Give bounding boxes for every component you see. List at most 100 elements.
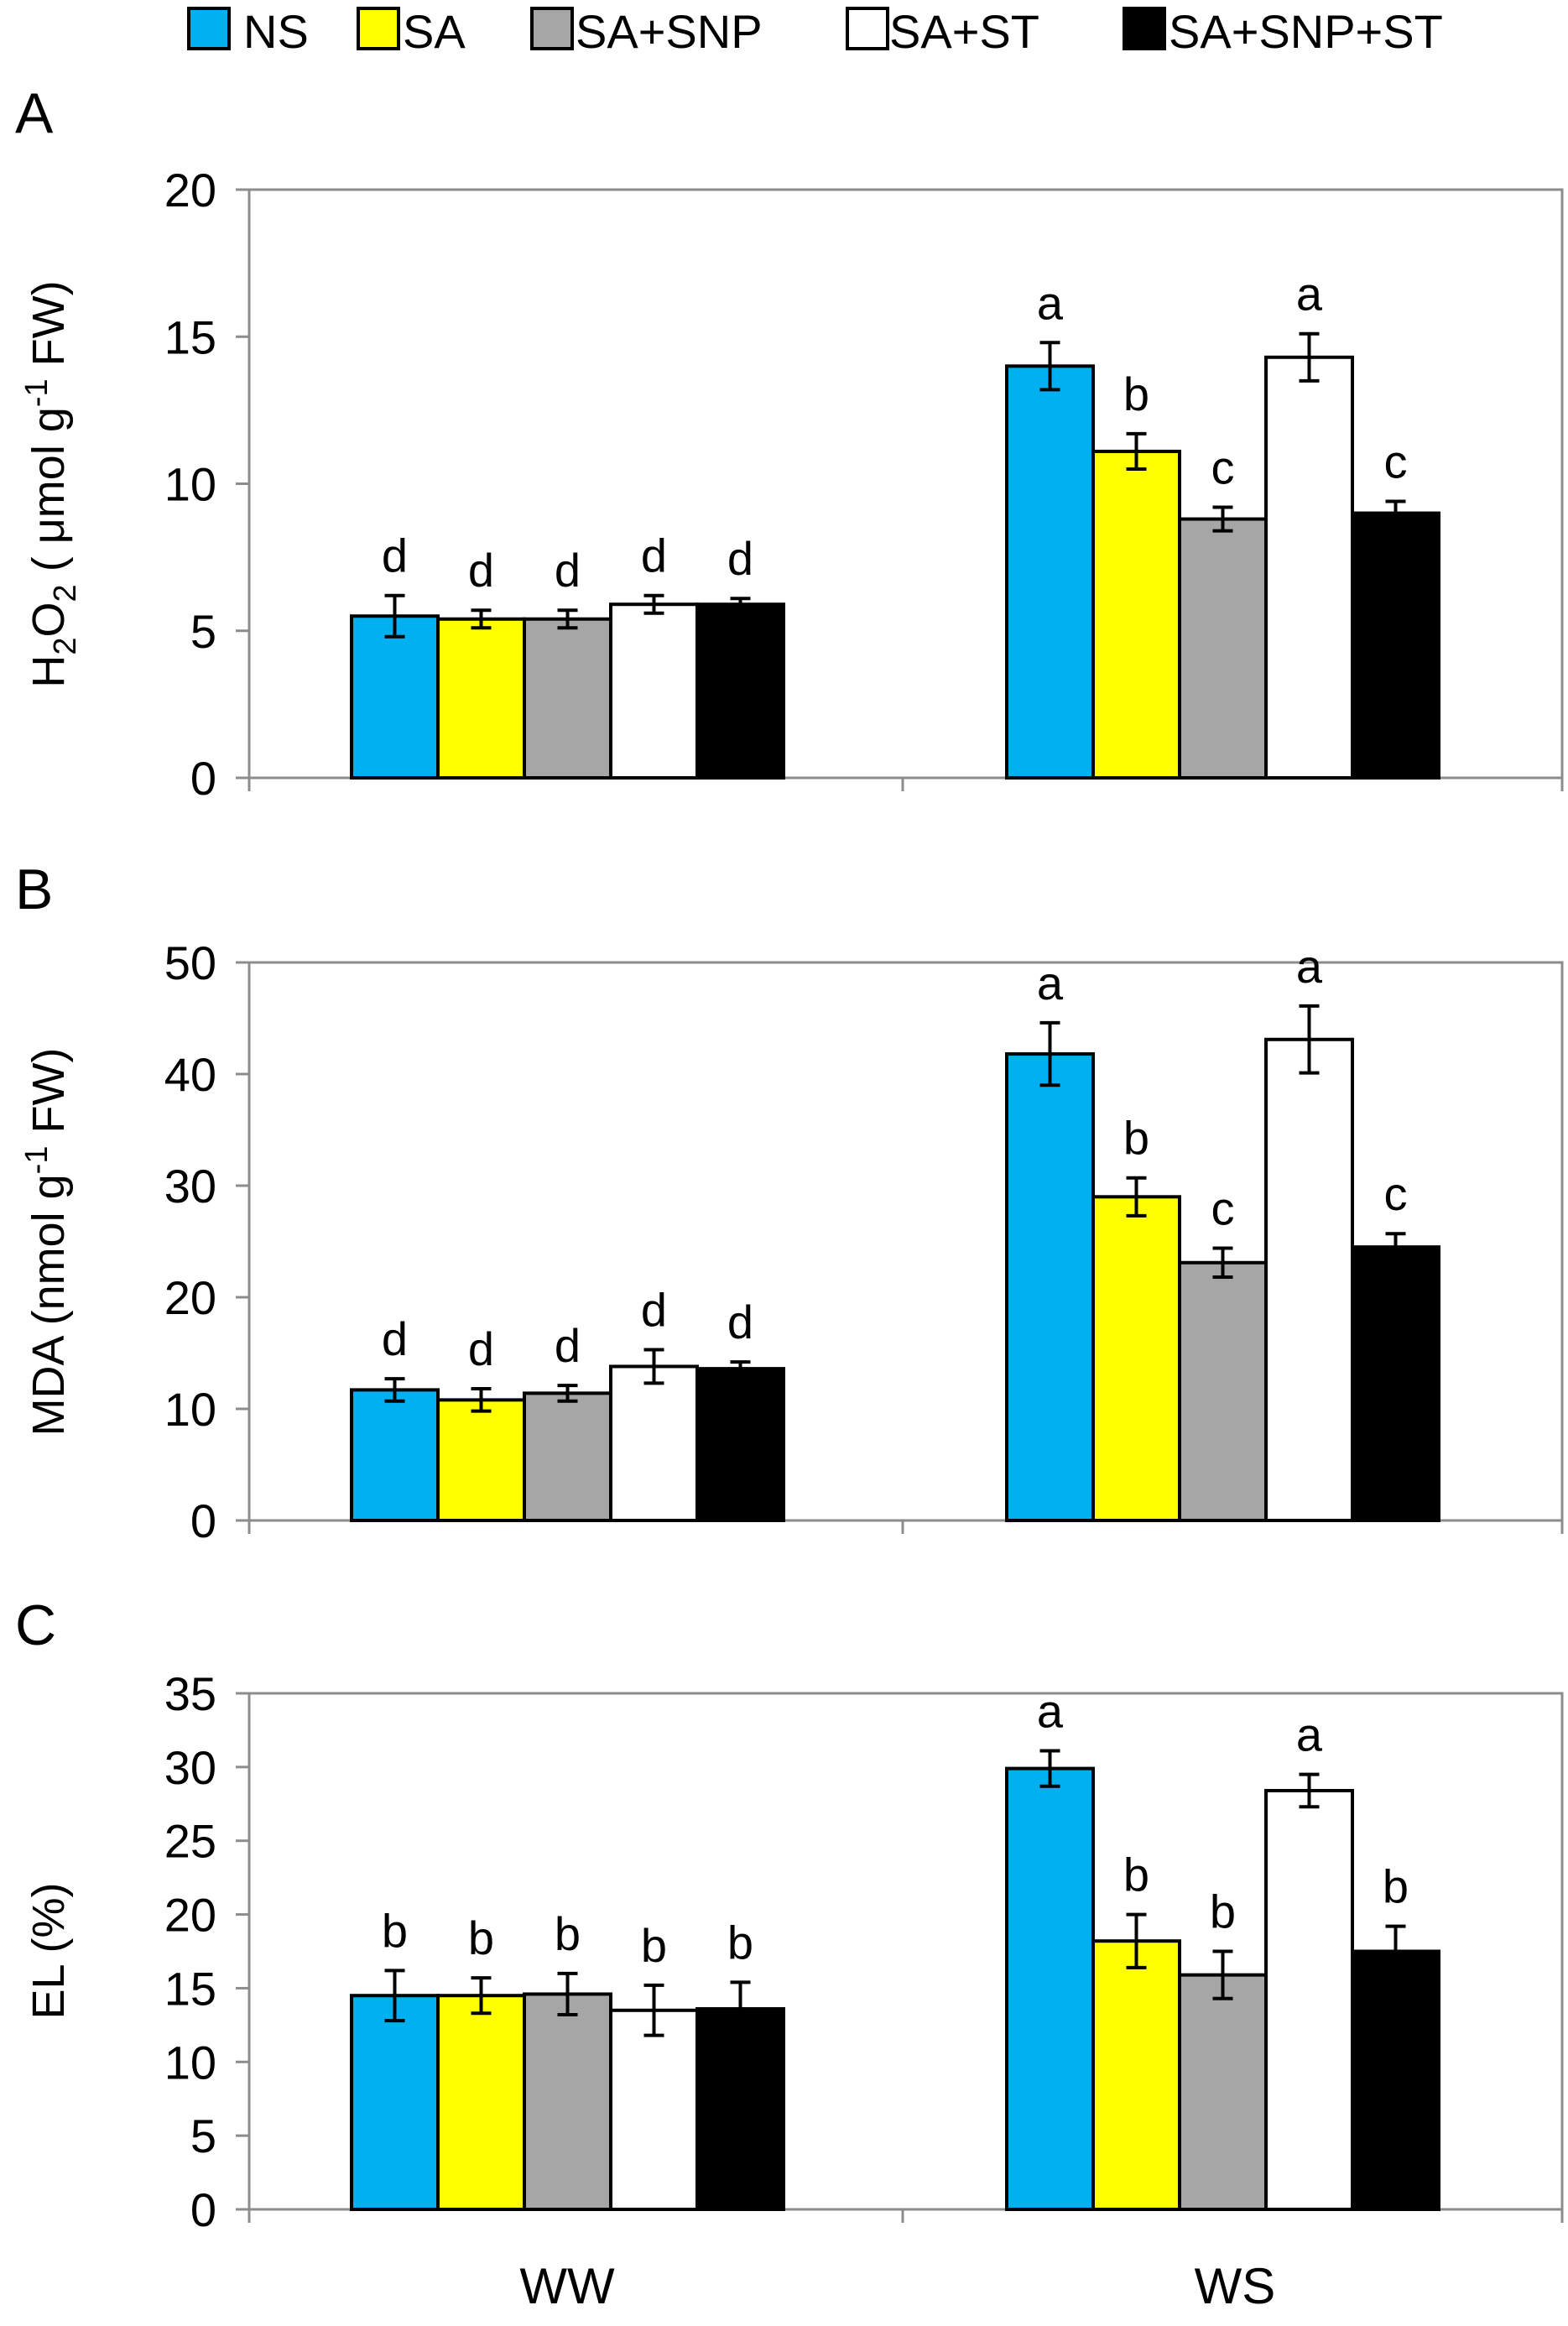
legend-swatch-3 [846,7,889,50]
bar [609,1364,699,1522]
bar [695,2007,785,2211]
y-axis-label-sup: -1 [19,1146,55,1175]
y-axis-label: MDA (nmol g-1 FW) [19,1048,74,1437]
bar [436,617,526,780]
y-tick-label: 25 [164,1815,216,1868]
bar [350,1994,440,2212]
bar [436,1398,526,1522]
y-tick-label: 50 [164,936,216,989]
legend-swatch-0 [187,7,231,50]
significance-letter: d [641,529,667,582]
significance-letter: a [1296,268,1323,321]
y-axis-label: EL (%) [23,1882,74,2019]
bar [609,2008,699,2211]
bar [1005,1766,1095,2211]
significance-letter: c [1384,435,1408,488]
legend: NS SA SA+SNP SA+ST SA+SNP+ST [187,5,1443,58]
bar [1178,517,1268,780]
bar [695,1367,785,1522]
bar [350,1388,440,1523]
bar [1091,1939,1181,2211]
legend-label-1: SA [403,5,466,58]
y-axis-label-part: ( μmol g [23,407,74,584]
significance-letter: a [1037,957,1064,1009]
significance-letter: d [468,544,494,597]
y-tick-label: 15 [164,1962,216,2015]
panel-B: 0 10 20 30 40 50 B MDA (nmol g-1 FW) d a d b d c d a d c [15,858,1564,1547]
significance-letter: d [382,529,408,582]
legend-label-4: SA+SNP+ST [1169,5,1443,58]
y-axis-label-sup: -1 [19,378,55,407]
bar [695,602,785,780]
legend-label-3: SA+ST [889,5,1039,58]
y-axis-label-part: FW) [23,280,74,378]
significance-letter: d [641,1284,667,1337]
significance-letter: d [468,1322,494,1375]
y-tick-label: 10 [164,2036,216,2089]
x-category-label: WS [1195,2258,1276,2314]
y-tick-label: 15 [164,310,216,363]
significance-letter: c [1211,441,1235,494]
panel-label: B [15,858,53,921]
y-tick-label: 0 [190,752,216,805]
significance-letter: a [1296,1708,1323,1761]
panel-label: A [15,81,54,145]
significance-letter: c [1384,1167,1408,1220]
y-axis-label-part: H [23,655,74,688]
significance-letter: d [727,1296,753,1348]
y-axis-label-part: EL (%) [23,1882,74,2019]
significance-letter: b [555,1907,581,1960]
x-category-labels: WW WS [519,2258,1275,2314]
y-tick-label: 20 [164,1271,216,1324]
y-tick-label: 30 [164,1741,216,1794]
y-tick-label: 5 [190,605,216,658]
bar [1005,1052,1095,1523]
y-axis-label: H2O2 ( μmol g-1 FW) [19,280,83,687]
y-tick-label: 0 [190,1494,216,1547]
bar [1264,1037,1354,1522]
bar [523,1992,612,2211]
y-axis-label-sub: 2 [48,584,83,602]
y-tick-label: 40 [164,1048,216,1101]
significance-letter: b [641,1919,667,1972]
x-category-label: WW [519,2258,615,2314]
significance-letter: d [727,532,753,585]
bar [1264,1788,1354,2211]
y-axis-label-part: FW) [23,1048,74,1146]
bar [1264,355,1354,780]
y-tick-label: 35 [164,1667,216,1720]
bar [350,614,440,780]
bar [1351,511,1440,780]
bar [1351,1245,1440,1523]
significance-letter: b [1123,368,1149,420]
legend-label-0: NS [243,5,309,58]
y-axis-label-sub: 2 [48,637,83,655]
y-tick-label: 30 [164,1160,216,1213]
legend-swatch-1 [357,7,400,50]
plot-frame [247,961,1564,1522]
bar [436,1994,526,2212]
significance-letter: b [727,1916,753,1969]
significance-letter: b [1123,1849,1149,1901]
bar [1351,1949,1440,2211]
significance-letter: d [555,1319,581,1372]
significance-letter: b [1210,1885,1236,1938]
significance-letter: d [382,1312,408,1365]
significance-letter: a [1037,276,1064,329]
bar [523,1391,612,1522]
panel-label: C [15,1593,56,1657]
significance-letter: d [555,544,581,597]
bar [1005,364,1095,780]
significance-letter: a [1037,1685,1064,1738]
panel-C: 0 5 10 15 20 25 30 35 C EL (%) b a b b b b b a b b [15,1593,1564,2236]
legend-swatch-4 [1123,7,1166,50]
legend-swatch-2 [530,7,574,50]
y-tick-label: 10 [164,1383,216,1436]
y-tick-label: 0 [190,2183,216,2236]
y-axis-label-part: O [23,602,74,637]
legend-label-2: SA+SNP [576,5,763,58]
bar [609,602,699,780]
y-tick-label: 20 [164,164,216,216]
plot-frame [247,1692,1564,2211]
